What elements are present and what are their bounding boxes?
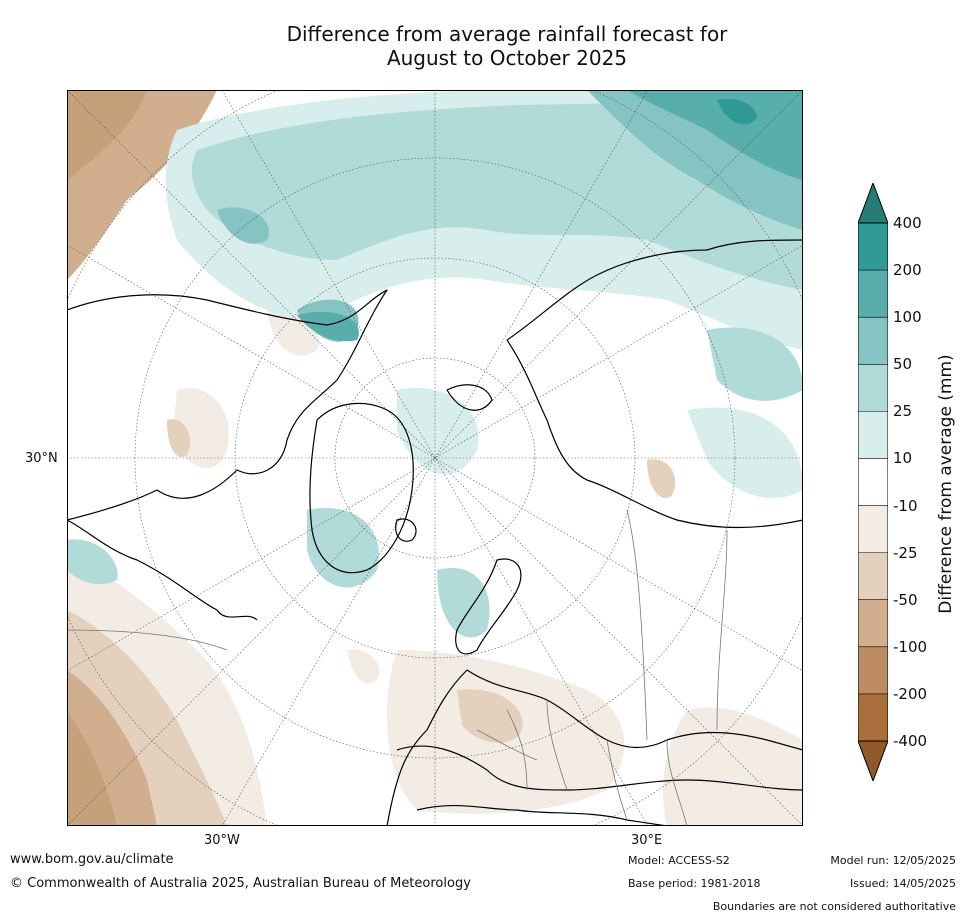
rainfall-map [67, 90, 803, 826]
colorbar-band [858, 552, 888, 601]
country-borders [67, 509, 728, 826]
colorbar-extend-bottom [858, 741, 888, 781]
colorbar-tick-label: -400 [893, 732, 928, 750]
colorbar-tick-label: 50 [893, 355, 913, 374]
colorbar-tick-label: -25 [893, 543, 918, 562]
colorbar [858, 183, 888, 781]
colorbar-band [858, 411, 888, 459]
footer-model-run: Model run: 12/05/2025 [830, 854, 956, 867]
colorbar-tick-label: -100 [893, 637, 928, 656]
footer-model: Model: ACCESS-S2 [628, 854, 730, 867]
colorbar-extend-top [858, 183, 888, 223]
title-line-2: August to October 2025 [386, 46, 628, 70]
colorbar-tick-label: 10 [893, 449, 913, 468]
graticule [67, 90, 803, 826]
colorbar-tick-label: 25 [893, 402, 913, 421]
lon-label-30e: 30°E [631, 833, 663, 848]
colorbar-tick-label: 400 [893, 214, 922, 232]
colorbar-tick-label: 100 [893, 308, 922, 327]
colorbar-band [858, 646, 888, 695]
colorbar-tick-label: -200 [893, 684, 928, 703]
colorbar-band [858, 270, 888, 318]
map-title: Difference from average rainfall forecas… [0, 22, 965, 70]
lon-label-30w: 30°W [204, 833, 240, 848]
colorbar-tick-label: -10 [893, 496, 918, 515]
title-line-1: Difference from average rainfall forecas… [286, 22, 728, 46]
colorbar-band [858, 364, 888, 412]
colorbar-band [858, 693, 888, 742]
colorbar-tick-label: 200 [893, 261, 922, 280]
colorbar-band [858, 599, 888, 648]
colorbar-label: Difference from average (mm) [936, 354, 956, 614]
footer-base-period: Base period: 1981-2018 [628, 877, 761, 890]
footer-disclaimer: Boundaries are not considered authoritat… [712, 900, 956, 913]
footer-url[interactable]: www.bom.gov.au/climate [10, 852, 174, 867]
colorbar-band [858, 458, 888, 507]
dry-anomaly-regions [67, 90, 803, 826]
colorbar-band [858, 223, 888, 271]
lat-label-30n: 30°N [25, 451, 58, 466]
colorbar-tick-label: -50 [893, 590, 918, 609]
footer-copyright: © Commonwealth of Australia 2025, Austra… [10, 876, 471, 891]
footer-issued: Issued: 14/05/2025 [849, 877, 956, 890]
colorbar-band [858, 317, 888, 365]
colorbar-band [858, 505, 888, 554]
wet-anomaly-regions [67, 90, 803, 638]
